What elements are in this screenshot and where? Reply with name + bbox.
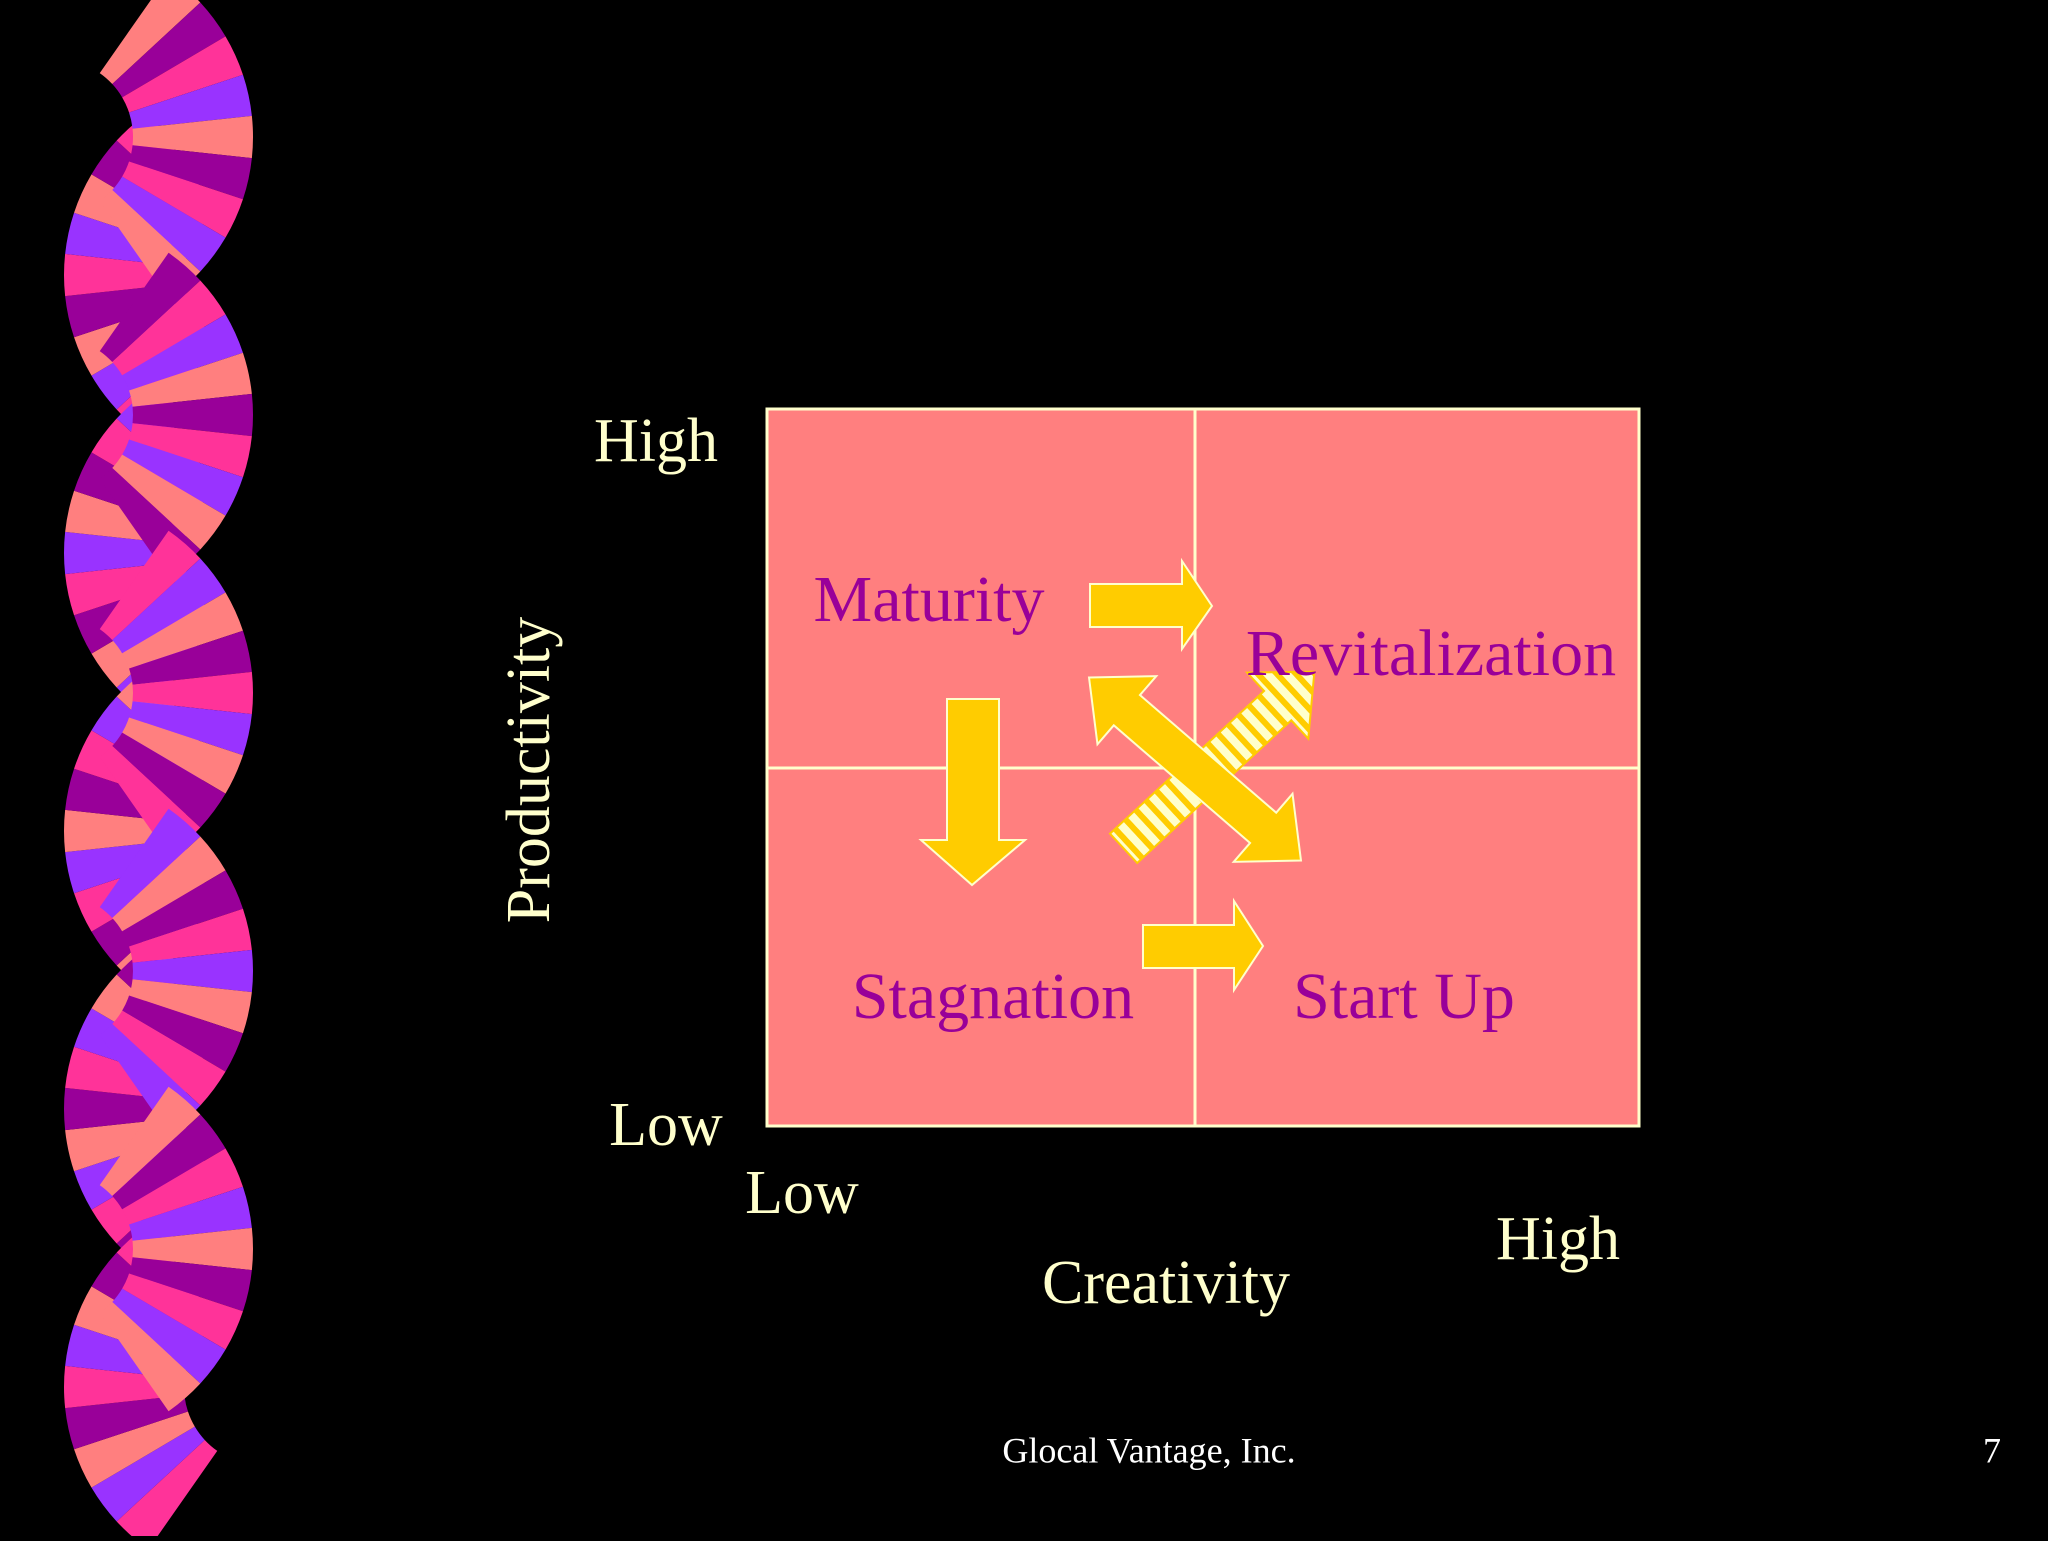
fan-wedge [122,592,243,669]
fan-wedge [112,2,226,98]
x-high-label: High [1496,1205,1620,1273]
fan-wedge [91,1426,205,1522]
fan-wedge [122,314,243,391]
x-axis-title: Creativity [1042,1249,1290,1317]
fan-wedge [132,949,253,993]
fan-wedge [122,870,243,947]
fan-wedge [129,1257,252,1312]
fan-wedge [132,671,253,715]
fan-wedge [99,252,201,363]
fan-wedge [99,1086,201,1197]
fan-wedge [112,1288,226,1384]
quadrant-label: Revitalization [1246,617,1616,690]
arrow-down [918,698,1028,887]
fan-wedge [99,1301,201,1412]
fan-wedge [112,280,226,376]
fan-wedge [122,161,243,238]
fan-wedge [122,995,243,1072]
fan-wedge [112,558,226,654]
fan-wedge [112,836,226,932]
fan-wedge [122,1148,243,1225]
fan-wedge [129,352,252,407]
fan-wedge [129,630,252,685]
fan-wedge [112,732,226,828]
fan-wedge [99,530,201,641]
x-low-label: Low [745,1159,859,1227]
fan-wedge [112,1114,226,1210]
fan-wedge [132,1227,253,1271]
double-arrow [1087,675,1303,863]
arrow-right-bottom [1142,897,1265,994]
fan-wedge [122,1273,243,1350]
quadrant-label: Start Up [1293,960,1515,1033]
fan-wedge [74,1411,195,1488]
arrow-right-top [1089,557,1214,653]
fan-wedge [122,439,243,516]
arrows [918,557,1316,994]
y-axis-title: Productivity [495,617,563,924]
fan-wedge [99,808,201,919]
fan-wedge [65,1395,188,1450]
fan-wedge [112,176,226,272]
fan-wedge [129,145,252,200]
fan-wedge [129,423,252,478]
fan-wedge [129,701,252,756]
fan-wedge [129,979,252,1034]
fan-wedge [129,74,252,129]
fan-wedge [112,1010,226,1106]
footer-company: Glocal Vantage, Inc. [1002,1430,1295,1470]
fan-wedge [122,36,243,113]
y-low-label: Low [609,1091,723,1159]
fan-wedge [132,393,254,437]
fan-wedge [129,1186,252,1241]
y-high-label: High [594,407,718,475]
fan-wedge [112,454,226,550]
page-number: 7 [1983,1430,2001,1470]
quadrant-label: Stagnation [852,960,1134,1033]
fan-wedge [99,0,201,85]
quadrant-label: Maturity [814,563,1045,636]
fan-wedge [129,908,252,963]
fan-wedge [132,115,253,159]
fan-wedge [122,717,243,794]
fan-wedge [116,1439,218,1541]
decorative-strip [63,0,254,1541]
